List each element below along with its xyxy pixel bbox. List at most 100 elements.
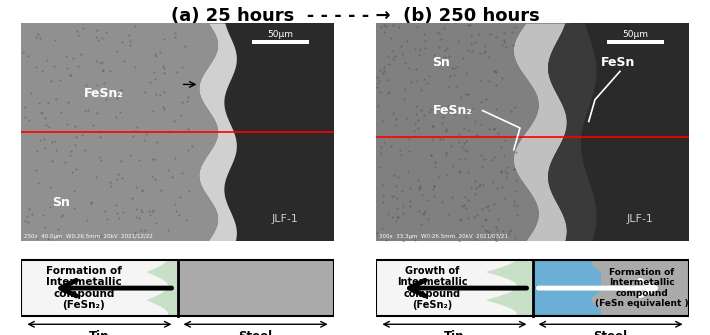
Point [91, 110, 102, 115]
Text: Steel: Steel [239, 330, 273, 335]
Polygon shape [200, 23, 334, 241]
Point [61, 53, 72, 59]
Point [493, 131, 504, 136]
Point [489, 235, 501, 240]
Point [503, 228, 515, 233]
Point [496, 170, 507, 175]
Point [459, 195, 471, 200]
Point [23, 206, 35, 212]
Point [60, 159, 71, 164]
Point [503, 232, 514, 237]
Point [72, 28, 83, 34]
Point [469, 39, 481, 44]
Point [490, 224, 501, 229]
Point [460, 205, 471, 211]
Point [139, 89, 151, 94]
Point [395, 134, 406, 139]
Point [481, 232, 493, 238]
Point [491, 82, 502, 87]
Point [46, 159, 58, 164]
Point [154, 50, 165, 55]
Point [144, 213, 155, 218]
Point [451, 83, 462, 89]
Point [40, 123, 52, 128]
Point [418, 210, 430, 215]
Text: FeSn₂: FeSn₂ [84, 87, 124, 99]
Point [172, 69, 183, 74]
Point [403, 136, 415, 142]
Point [115, 158, 126, 164]
Polygon shape [514, 23, 567, 241]
Point [447, 66, 458, 71]
Point [381, 238, 392, 243]
Point [90, 174, 102, 179]
Point [501, 171, 513, 176]
Point [97, 68, 109, 73]
Point [405, 79, 416, 85]
Point [510, 150, 521, 155]
Point [34, 36, 45, 41]
Point [419, 38, 430, 44]
Point [105, 69, 116, 74]
Point [428, 183, 439, 189]
Point [155, 92, 166, 98]
Point [498, 40, 510, 45]
Point [158, 70, 170, 75]
Bar [532, 260, 601, 316]
Point [390, 123, 401, 128]
Point [94, 134, 105, 140]
Point [163, 227, 174, 232]
Point [177, 170, 188, 176]
Point [454, 217, 466, 222]
Point [80, 87, 91, 93]
Point [175, 194, 186, 200]
Point [371, 84, 383, 89]
Point [383, 77, 394, 82]
Text: Formation of
Intermetallic
compound
(FeSn₂): Formation of Intermetallic compound (FeS… [46, 266, 121, 311]
Point [395, 43, 406, 49]
Point [510, 177, 522, 182]
Point [430, 164, 441, 170]
Point [413, 177, 424, 183]
Point [373, 103, 384, 109]
Point [498, 30, 510, 36]
Point [141, 131, 152, 137]
Point [80, 82, 91, 87]
Point [475, 122, 486, 127]
Point [498, 152, 510, 158]
Point [40, 116, 51, 121]
Point [488, 201, 500, 206]
Point [86, 200, 97, 206]
Point [397, 210, 408, 215]
Point [488, 155, 500, 160]
Point [488, 125, 500, 131]
Point [454, 169, 466, 174]
Point [61, 122, 72, 127]
Point [72, 63, 84, 69]
Point [138, 138, 150, 143]
Point [422, 234, 433, 240]
Point [396, 52, 408, 57]
Text: Formation of
Intermetallic
compound
(FeSn equivalent ): Formation of Intermetallic compound (FeS… [595, 268, 689, 308]
Point [472, 134, 484, 139]
Point [462, 216, 474, 221]
Point [26, 212, 38, 217]
Point [509, 24, 520, 29]
Point [378, 22, 390, 27]
Point [182, 94, 194, 99]
Point [92, 83, 103, 88]
Point [101, 96, 112, 102]
Point [442, 104, 454, 109]
Point [114, 216, 125, 221]
Point [508, 198, 520, 203]
Point [403, 148, 415, 154]
Point [177, 100, 188, 105]
Text: (a) 25 hours  - - - - - →  (b) 250 hours: (a) 25 hours - - - - - → (b) 250 hours [170, 7, 540, 25]
Text: 50μm: 50μm [268, 30, 294, 39]
Point [461, 91, 472, 96]
Point [125, 38, 136, 43]
Point [467, 106, 479, 111]
Point [30, 167, 41, 173]
Point [500, 196, 511, 201]
Point [484, 31, 496, 36]
